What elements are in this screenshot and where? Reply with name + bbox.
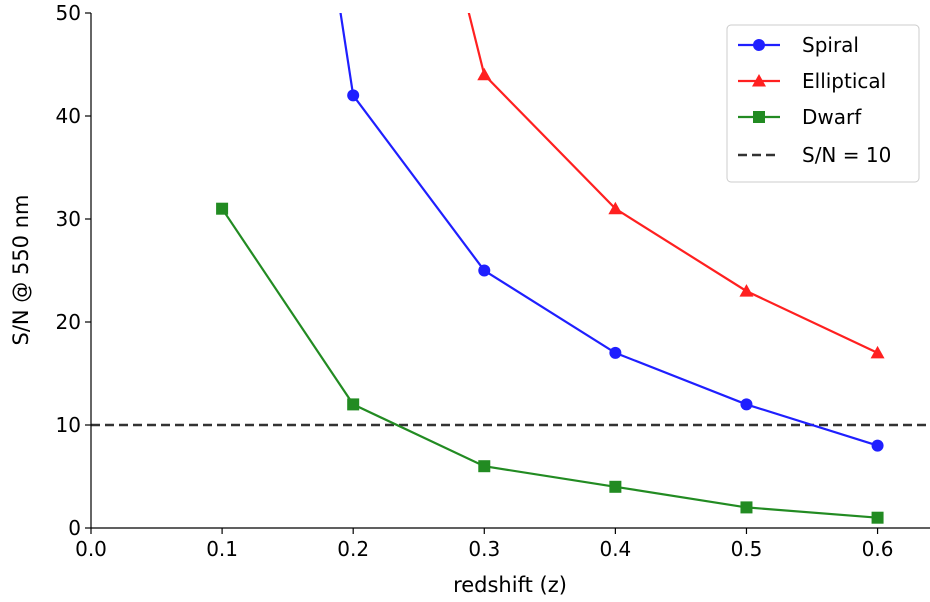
data-point-dwarf: [740, 501, 753, 514]
data-point-elliptical: [608, 201, 623, 215]
data-point-elliptical: [477, 67, 492, 81]
y-tick-label: 10: [56, 413, 81, 437]
legend-label-reference: S/N = 10: [802, 143, 891, 167]
x-tick-label: 0.1: [206, 537, 238, 561]
data-point-dwarf: [216, 202, 229, 215]
data-point-elliptical: [739, 284, 754, 297]
series-line-spiral: [339, 13, 878, 447]
y-tick-label: 0: [68, 516, 81, 540]
legend-box: [726, 24, 920, 183]
y-tick-label: 20: [56, 310, 81, 334]
legend-marker-elliptical: [752, 74, 766, 87]
x-tick-label: 0.6: [862, 537, 894, 561]
data-point-dwarf: [871, 511, 884, 524]
ticks: 0.0 0.1 0.2 0.3 0.4 0.5 0.6 0 10 20 30 40 50: [56, 1, 894, 561]
x-tick-label: 0.4: [599, 537, 631, 561]
y-tick-label: 50: [56, 1, 81, 25]
x-tick-label: 0.2: [337, 537, 369, 561]
data-point-spiral: [478, 264, 491, 277]
series-line-dwarf: [221, 208, 878, 519]
y-tick-label: 40: [56, 104, 81, 128]
y-axis-label: S/N @ 550 nm: [9, 195, 33, 346]
data-point-spiral: [871, 439, 884, 452]
data-point-spiral: [740, 398, 753, 411]
x-tick-label: 0.0: [75, 537, 107, 561]
legend-label-spiral: Spiral: [802, 33, 859, 57]
axes: [90, 13, 930, 529]
data-point-elliptical: [870, 345, 885, 359]
legend-marker-spiral: [753, 39, 765, 51]
legend-label-dwarf: Dwarf: [802, 105, 862, 129]
legend-marker-dwarf: [753, 111, 765, 123]
data-point-dwarf: [609, 480, 622, 493]
x-tick-label: 0.5: [731, 537, 763, 561]
x-axis-label: redshift (z): [453, 573, 567, 597]
legend-label-elliptical: Elliptical: [802, 69, 886, 93]
x-tick-label: 0.3: [468, 537, 500, 561]
legend: Spiral Elliptical Dwarf S/N = 10: [726, 24, 920, 183]
data-point-spiral: [609, 346, 622, 359]
y-tick-label: 30: [56, 207, 81, 231]
data-point-dwarf: [478, 460, 491, 473]
data-point-spiral: [347, 89, 360, 102]
plot-area: [91, 13, 930, 524]
data-point-dwarf: [347, 398, 360, 411]
